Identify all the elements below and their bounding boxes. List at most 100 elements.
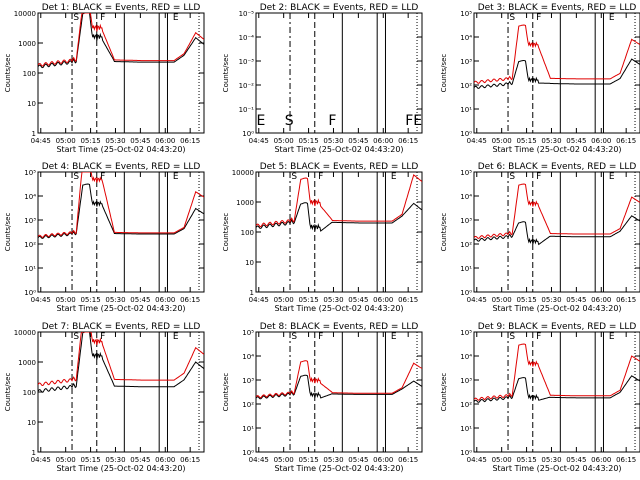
det-6-ytick-label: 10⁵ bbox=[460, 169, 472, 177]
det-6-lld-line bbox=[474, 183, 640, 239]
det-7-xlabel: Start Time (25-Oct-02 04:43:20) bbox=[56, 464, 185, 473]
det-6-ytick-label: 10² bbox=[460, 241, 472, 249]
det-8-ylabel: Counts/sec bbox=[222, 373, 230, 412]
det-5-interval-label: S bbox=[291, 172, 297, 182]
det-1-xtick-label: 04:45 bbox=[31, 137, 51, 145]
det-6-xtick-label: 05:00 bbox=[492, 296, 512, 304]
det-3-interval-label: E bbox=[609, 13, 615, 23]
det-5-xtick-label: 06:15 bbox=[398, 296, 418, 304]
det-3-title: Det 3: BLACK = Events, RED = LLD bbox=[478, 3, 637, 13]
det-6-xtick-label: 04:45 bbox=[467, 296, 487, 304]
det-1-interval-label: S bbox=[73, 13, 79, 23]
det-9-frame bbox=[473, 331, 640, 453]
det-2-ytick-label: 10⁻² bbox=[239, 82, 255, 90]
det-5-xtick-label: 05:15 bbox=[298, 296, 318, 304]
det-5-xtick-label: 05:45 bbox=[348, 296, 368, 304]
det-5-ytick-label: 100 bbox=[241, 229, 254, 237]
det-7-xtick-label: 05:45 bbox=[130, 456, 150, 464]
det-6-ytick-label: 10⁰ bbox=[460, 289, 472, 297]
det-3-xtick-label: 06:00 bbox=[591, 137, 611, 145]
det-8-panel: Det 8: BLACK = Events, RED = LLD 10⁰ 10¹ 10… bbox=[222, 322, 423, 473]
det-3-ytick-label: 10¹ bbox=[460, 106, 472, 114]
det-3-frame bbox=[473, 12, 640, 134]
det-4-xtick-label: 05:00 bbox=[56, 296, 76, 304]
det-9-xtick-label: 05:15 bbox=[516, 456, 536, 464]
det-9-xtick-label: 04:45 bbox=[467, 456, 487, 464]
det-4-xtick-label: 05:15 bbox=[80, 296, 100, 304]
det-7-xtick-label: 05:15 bbox=[80, 456, 100, 464]
det-3-xlabel: Start Time (25-Oct-02 04:43:20) bbox=[492, 145, 621, 154]
det-2-frame bbox=[255, 12, 423, 134]
det-7-interval-label: E bbox=[173, 332, 179, 342]
det-3-interval-label: F bbox=[536, 13, 541, 23]
det-6-ytick-label: 10¹ bbox=[460, 265, 472, 273]
det-6-xlabel: Start Time (25-Oct-02 04:43:20) bbox=[492, 304, 621, 313]
det-8-xtick-label: 04:45 bbox=[249, 456, 269, 464]
det-7-xtick-label: 06:15 bbox=[180, 456, 200, 464]
det-2-xtick-label: 06:15 bbox=[398, 137, 418, 145]
det-2-title: Det 2: BLACK = Events, RED = LLD bbox=[260, 3, 419, 13]
det-9-lld-line bbox=[474, 343, 640, 401]
det-9-xtick-label: 05:00 bbox=[492, 456, 512, 464]
det-1-title: Det 1: BLACK = Events, RED = LLD bbox=[42, 3, 201, 13]
det-2-interval-label: FE bbox=[405, 113, 422, 129]
det-3-panel: Det 3: BLACK = Events, RED = LLD 10⁰ 10¹ 10… bbox=[440, 3, 640, 154]
det-3-ytick-label: 10³ bbox=[460, 58, 472, 66]
det-6-ytick-label: 10³ bbox=[460, 217, 472, 225]
det-7-lld-line bbox=[38, 332, 204, 387]
det-4-frame bbox=[37, 171, 205, 293]
det-9-ytick-label: 10⁴ bbox=[460, 353, 472, 361]
det-2-xlabel: Start Time (25-Oct-02 04:43:20) bbox=[274, 145, 403, 154]
det-7-events-line bbox=[38, 332, 204, 393]
det-5-ytick-label: 1000 bbox=[236, 199, 254, 207]
det-2-ytick-label: 10⁰ bbox=[242, 130, 254, 138]
det-1-interval-label: E bbox=[173, 13, 179, 23]
det-8-ytick-label: 10⁴ bbox=[242, 353, 254, 361]
det-4-interval-label: F bbox=[100, 172, 105, 182]
det-4-title: Det 4: BLACK = Events, RED = LLD bbox=[42, 162, 201, 172]
det-5-ytick-label: 10000 bbox=[232, 169, 254, 177]
det-4-xtick-label: 06:00 bbox=[155, 296, 175, 304]
det-3-xtick-label: 04:45 bbox=[467, 137, 487, 145]
det-4-lld-line bbox=[38, 172, 204, 238]
det-9-ytick-label: 10⁵ bbox=[460, 329, 472, 337]
det-3-xtick-label: 05:30 bbox=[541, 137, 561, 145]
det-9-xtick-label: 05:30 bbox=[541, 456, 561, 464]
det-7-title: Det 7: BLACK = Events, RED = LLD bbox=[42, 322, 201, 332]
det-6-frame bbox=[473, 171, 640, 293]
det-5-frame bbox=[255, 171, 423, 293]
det-3-xtick-label: 05:45 bbox=[566, 137, 586, 145]
det-3-xtick-label: 05:15 bbox=[516, 137, 536, 145]
det-7-frame bbox=[37, 331, 205, 453]
det-6-xtick-label: 06:15 bbox=[616, 296, 636, 304]
det-7-xtick-label: 04:45 bbox=[31, 456, 51, 464]
det-8-ytick-label: 10¹ bbox=[242, 425, 254, 433]
det-8-lld-line bbox=[256, 360, 422, 399]
det-4-xtick-label: 05:45 bbox=[130, 296, 150, 304]
det-9-ytick-label: 10⁰ bbox=[460, 449, 472, 457]
det-2-panel: Det 2: BLACK = Events, RED = LLD 10⁰ 10⁻¹ 1… bbox=[222, 3, 423, 154]
det-3-lld-line bbox=[474, 24, 640, 84]
det-4-ytick-label: 10² bbox=[24, 241, 36, 249]
det-5-lld-line bbox=[256, 174, 422, 228]
det-5-ylabel: Counts/sec bbox=[222, 213, 230, 252]
det-1-ytick-label: 1000 bbox=[18, 40, 36, 48]
det-9-interval-label: F bbox=[536, 332, 541, 342]
det-9-interval-label: S bbox=[509, 332, 515, 342]
det-9-xlabel: Start Time (25-Oct-02 04:43:20) bbox=[492, 464, 621, 473]
det-7-xtick-label: 06:00 bbox=[155, 456, 175, 464]
det-2-ylabel: Counts/sec bbox=[222, 54, 230, 93]
det-8-xtick-label: 05:15 bbox=[298, 456, 318, 464]
det-7-xtick-label: 05:30 bbox=[105, 456, 125, 464]
det-7-ytick-label: 10000 bbox=[14, 329, 36, 337]
det-2-xtick-label: 05:00 bbox=[274, 137, 294, 145]
det-9-panel: Det 9: BLACK = Events, RED = LLD 10⁰ 10¹ 10… bbox=[440, 322, 640, 473]
det-8-xtick-label: 05:45 bbox=[348, 456, 368, 464]
det-4-ylabel: Counts/sec bbox=[4, 213, 12, 252]
det-6-interval-label: S bbox=[509, 172, 515, 182]
det-2-xtick-label: 05:30 bbox=[323, 137, 343, 145]
det-7-ytick-label: 100 bbox=[23, 389, 36, 397]
det-5-xtick-label: 05:00 bbox=[274, 296, 294, 304]
det-8-ytick-label: 10³ bbox=[242, 377, 254, 385]
